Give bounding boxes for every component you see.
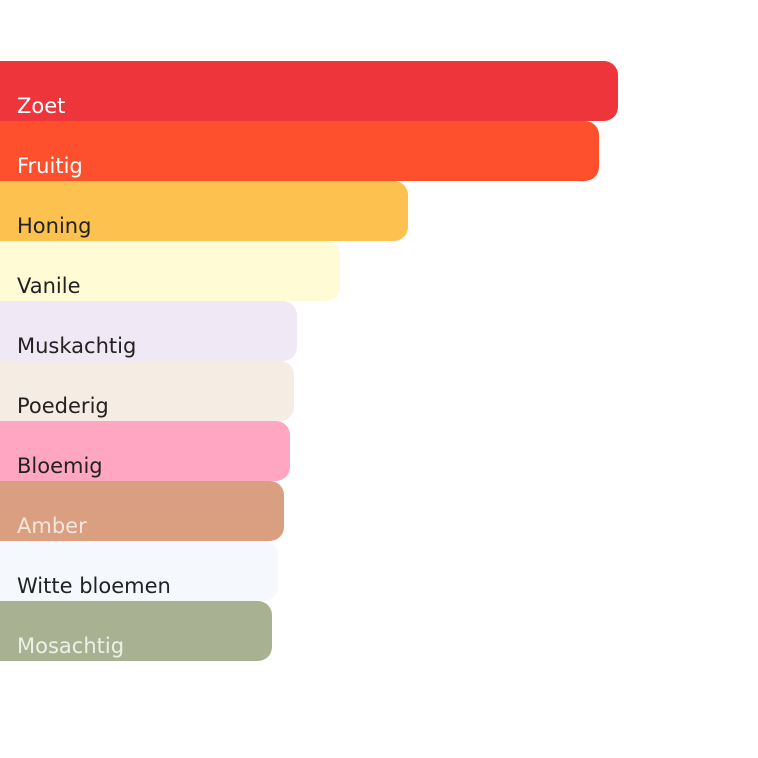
bar-label: Bloemig [17,454,103,478]
bar-fruitig: Fruitig [0,121,600,181]
bar-label: Witte bloemen [17,574,171,598]
bar-amber: Amber [0,481,285,541]
bar-zoet: Zoet [0,61,618,121]
bar-vanile: Vanile [0,241,340,301]
bar-label: Mosachtig [17,634,125,658]
bar-mosachtig: Mosachtig [0,601,272,661]
bar-label: Honing [17,214,92,238]
accord-bar-chart: Zoet Fruitig Honing Vanile Muskachtig Poederi… [0,61,758,661]
bar-honing: Honing [0,181,408,241]
bar-label: Vanile [17,274,81,298]
bar-label: Zoet [17,94,66,118]
bar-witte-bloemen: Witte bloemen [0,541,279,601]
bar-bloemig: Bloemig [0,421,291,481]
bar-label: Poederig [17,394,109,418]
bar-label: Amber [17,514,87,538]
bar-poederig: Poederig [0,361,295,421]
bar-label: Fruitig [17,154,83,178]
bar-label: Muskachtig [17,334,137,358]
bar-muskachtig: Muskachtig [0,301,297,361]
